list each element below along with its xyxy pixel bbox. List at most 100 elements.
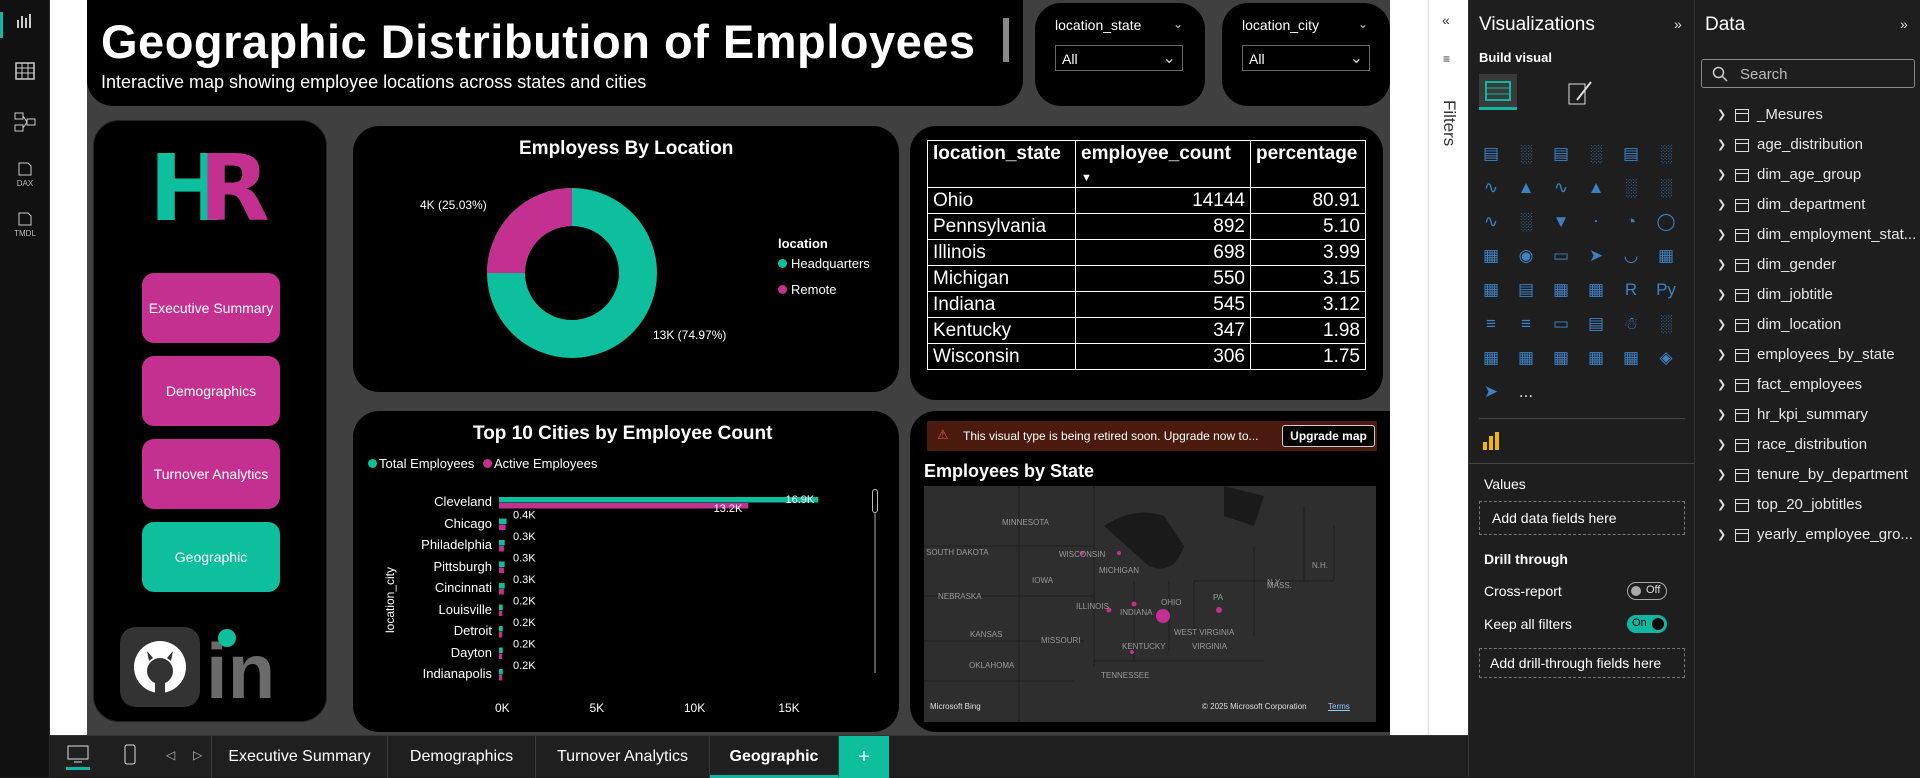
data-field-item[interactable]: fact_employees	[1757, 376, 1863, 393]
state-table[interactable]: location_state employee_count ▼ percenta…	[927, 140, 1366, 370]
visual-type-icon[interactable]: ▦	[1552, 280, 1570, 299]
map-bubble-ky[interactable]	[1130, 650, 1134, 654]
donut-chart[interactable]	[487, 188, 657, 358]
th-percentage[interactable]: percentage	[1250, 140, 1366, 188]
slicer-location-state[interactable]: location_state ⌄ All ⌄	[1035, 3, 1205, 106]
keep-filters-toggle[interactable]: On	[1627, 615, 1667, 633]
visual-type-icon[interactable]: R	[1624, 280, 1638, 299]
bar-total-employees[interactable]	[499, 583, 505, 589]
bar-total-employees[interactable]	[499, 497, 819, 503]
visual-type-icon[interactable]: ░	[1519, 212, 1533, 231]
chevron-right-icon[interactable]: ❯	[1717, 289, 1727, 301]
table-row[interactable]: Michigan 550 3.15	[927, 265, 1366, 292]
th-location-state[interactable]: location_state	[927, 140, 1076, 188]
chevron-down-icon[interactable]: ⌄	[1173, 17, 1184, 31]
map-terms-link[interactable]: Terms	[1328, 702, 1350, 711]
data-field-item[interactable]: hr_kpi_summary	[1757, 406, 1868, 423]
data-field-item[interactable]: employees_by_state	[1757, 346, 1895, 363]
visual-type-icon[interactable]: ▦	[1657, 246, 1675, 265]
github-icon[interactable]	[120, 627, 200, 707]
data-field-item[interactable]: tenure_by_department	[1757, 466, 1908, 483]
bar-active-employees[interactable]	[499, 503, 749, 509]
table-row[interactable]: Ohio 14144 80.91	[927, 187, 1366, 214]
th-employee-count[interactable]: employee_count ▼	[1075, 140, 1251, 188]
expand-filters-icon[interactable]: «	[1442, 12, 1450, 28]
visual-type-icon[interactable]: ▤	[1552, 144, 1570, 163]
visual-type-icon[interactable]: ▭	[1552, 314, 1570, 333]
linkedin-icon[interactable]: in	[206, 627, 276, 715]
nav-geographic-button[interactable]: Geographic	[142, 522, 280, 592]
visual-type-icon[interactable]: ➤	[1588, 246, 1604, 265]
nav-turnover-button[interactable]: Turnover Analytics	[142, 439, 280, 509]
chevron-right-icon[interactable]: ❯	[1717, 199, 1727, 211]
visual-type-icon[interactable]: Py	[1656, 280, 1676, 299]
desktop-layout-icon[interactable]	[66, 744, 90, 764]
map-area[interactable]: MINNESOTA SOUTH DAKOTA WISCONSIN MICHIGAN IO…	[924, 486, 1376, 722]
collapse-pane-icon[interactable]: »	[1674, 16, 1682, 32]
build-visual-tab[interactable]	[1479, 74, 1517, 110]
chart-scrollbar[interactable]	[872, 489, 878, 513]
chevron-right-icon[interactable]: ❯	[1717, 379, 1727, 391]
map-bubble-in[interactable]	[1131, 601, 1137, 607]
bar-active-employees[interactable]	[499, 567, 504, 574]
map-bubble-ohio[interactable]	[1156, 609, 1170, 623]
chevron-right-icon[interactable]: ❯	[1717, 349, 1727, 361]
chevron-right-icon[interactable]: ❯	[1717, 469, 1727, 481]
tabs-prev-icon[interactable]: ◁	[166, 748, 176, 762]
chevron-right-icon[interactable]: ❯	[1717, 229, 1727, 241]
bar-total-employees[interactable]	[499, 669, 503, 675]
map-bubble-il[interactable]	[1106, 607, 1112, 613]
bar-active-employees[interactable]	[499, 589, 504, 595]
bar-total-employees[interactable]	[499, 518, 507, 525]
chevron-right-icon[interactable]: ❯	[1717, 139, 1727, 151]
visual-type-icon[interactable]: ▤	[1517, 280, 1535, 299]
visual-type-icon[interactable]: ◯	[1656, 212, 1676, 231]
visual-type-icon[interactable]: ◉	[1518, 246, 1534, 265]
visual-type-icon[interactable]: ≡	[1521, 314, 1531, 333]
bar-active-employees[interactable]	[499, 610, 503, 617]
chevron-down-icon[interactable]: ⌄	[1358, 17, 1369, 31]
visual-type-icon[interactable]: ▦	[1482, 348, 1500, 367]
visual-type-icon[interactable]: ∿	[1553, 178, 1569, 197]
visual-type-icon[interactable]: ▭	[1552, 246, 1570, 265]
tab-turnover-analytics[interactable]: Turnover Analytics	[536, 736, 710, 778]
visual-type-icon[interactable]: ▼	[1552, 212, 1570, 231]
chevron-right-icon[interactable]: ❯	[1717, 409, 1727, 421]
visual-type-icon[interactable]: ▦	[1552, 348, 1570, 367]
filters-label[interactable]: Filters	[1440, 100, 1459, 147]
bar-active-employees[interactable]	[499, 675, 503, 681]
nav-demographics-button[interactable]: Demographics	[142, 356, 280, 426]
visual-type-icon[interactable]: ◔	[1625, 212, 1637, 231]
data-field-item[interactable]: yearly_employee_gro...	[1757, 526, 1913, 543]
visual-type-icon[interactable]: ▦	[1482, 246, 1500, 265]
visual-type-icon[interactable]: ◈	[1659, 348, 1673, 367]
chevron-right-icon[interactable]: ❯	[1717, 529, 1727, 541]
search-input[interactable]: Search	[1701, 59, 1915, 88]
data-field-item[interactable]: _Mesures	[1757, 106, 1823, 123]
tmdl-view-icon[interactable]: TMDL	[12, 212, 38, 238]
data-field-item[interactable]: age_distribution	[1757, 136, 1863, 153]
map-bubble-wi[interactable]	[1080, 551, 1084, 555]
bar-total-employees[interactable]	[499, 561, 505, 568]
mobile-layout-icon[interactable]	[122, 744, 138, 766]
dax-view-icon[interactable]: DAX	[12, 162, 38, 188]
visual-type-icon[interactable]: ▤	[1622, 144, 1640, 163]
map-bubble-mi[interactable]	[1117, 551, 1121, 555]
visual-type-icon[interactable]: ░	[1624, 178, 1638, 197]
slicer-state-dropdown[interactable]: All ⌄	[1055, 45, 1183, 71]
visual-type-icon[interactable]: ▦	[1587, 348, 1605, 367]
data-field-item[interactable]: dim_jobtitle	[1757, 286, 1833, 303]
bar-total-employees[interactable]	[499, 626, 503, 632]
visual-type-icon[interactable]: ☃	[1623, 314, 1639, 333]
nav-executive-summary-button[interactable]: Executive Summary	[142, 273, 280, 343]
visual-type-icon[interactable]: ░	[1659, 144, 1673, 163]
filters-pane-collapsed[interactable]: « ≡ Filters	[1428, 0, 1468, 735]
bar-total-employees[interactable]	[499, 604, 503, 611]
tab-demographics[interactable]: Demographics	[388, 736, 536, 778]
visual-type-icon[interactable]: ▦	[1517, 348, 1535, 367]
table-row[interactable]: Pennsylvania 892 5.10	[927, 213, 1366, 240]
chevron-right-icon[interactable]: ❯	[1717, 499, 1727, 511]
visual-type-icon[interactable]: ▦	[1622, 348, 1640, 367]
table-row[interactable]: Wisconsin 306 1.75	[927, 343, 1366, 370]
values-drop-zone[interactable]: Add data fields here	[1479, 501, 1685, 535]
